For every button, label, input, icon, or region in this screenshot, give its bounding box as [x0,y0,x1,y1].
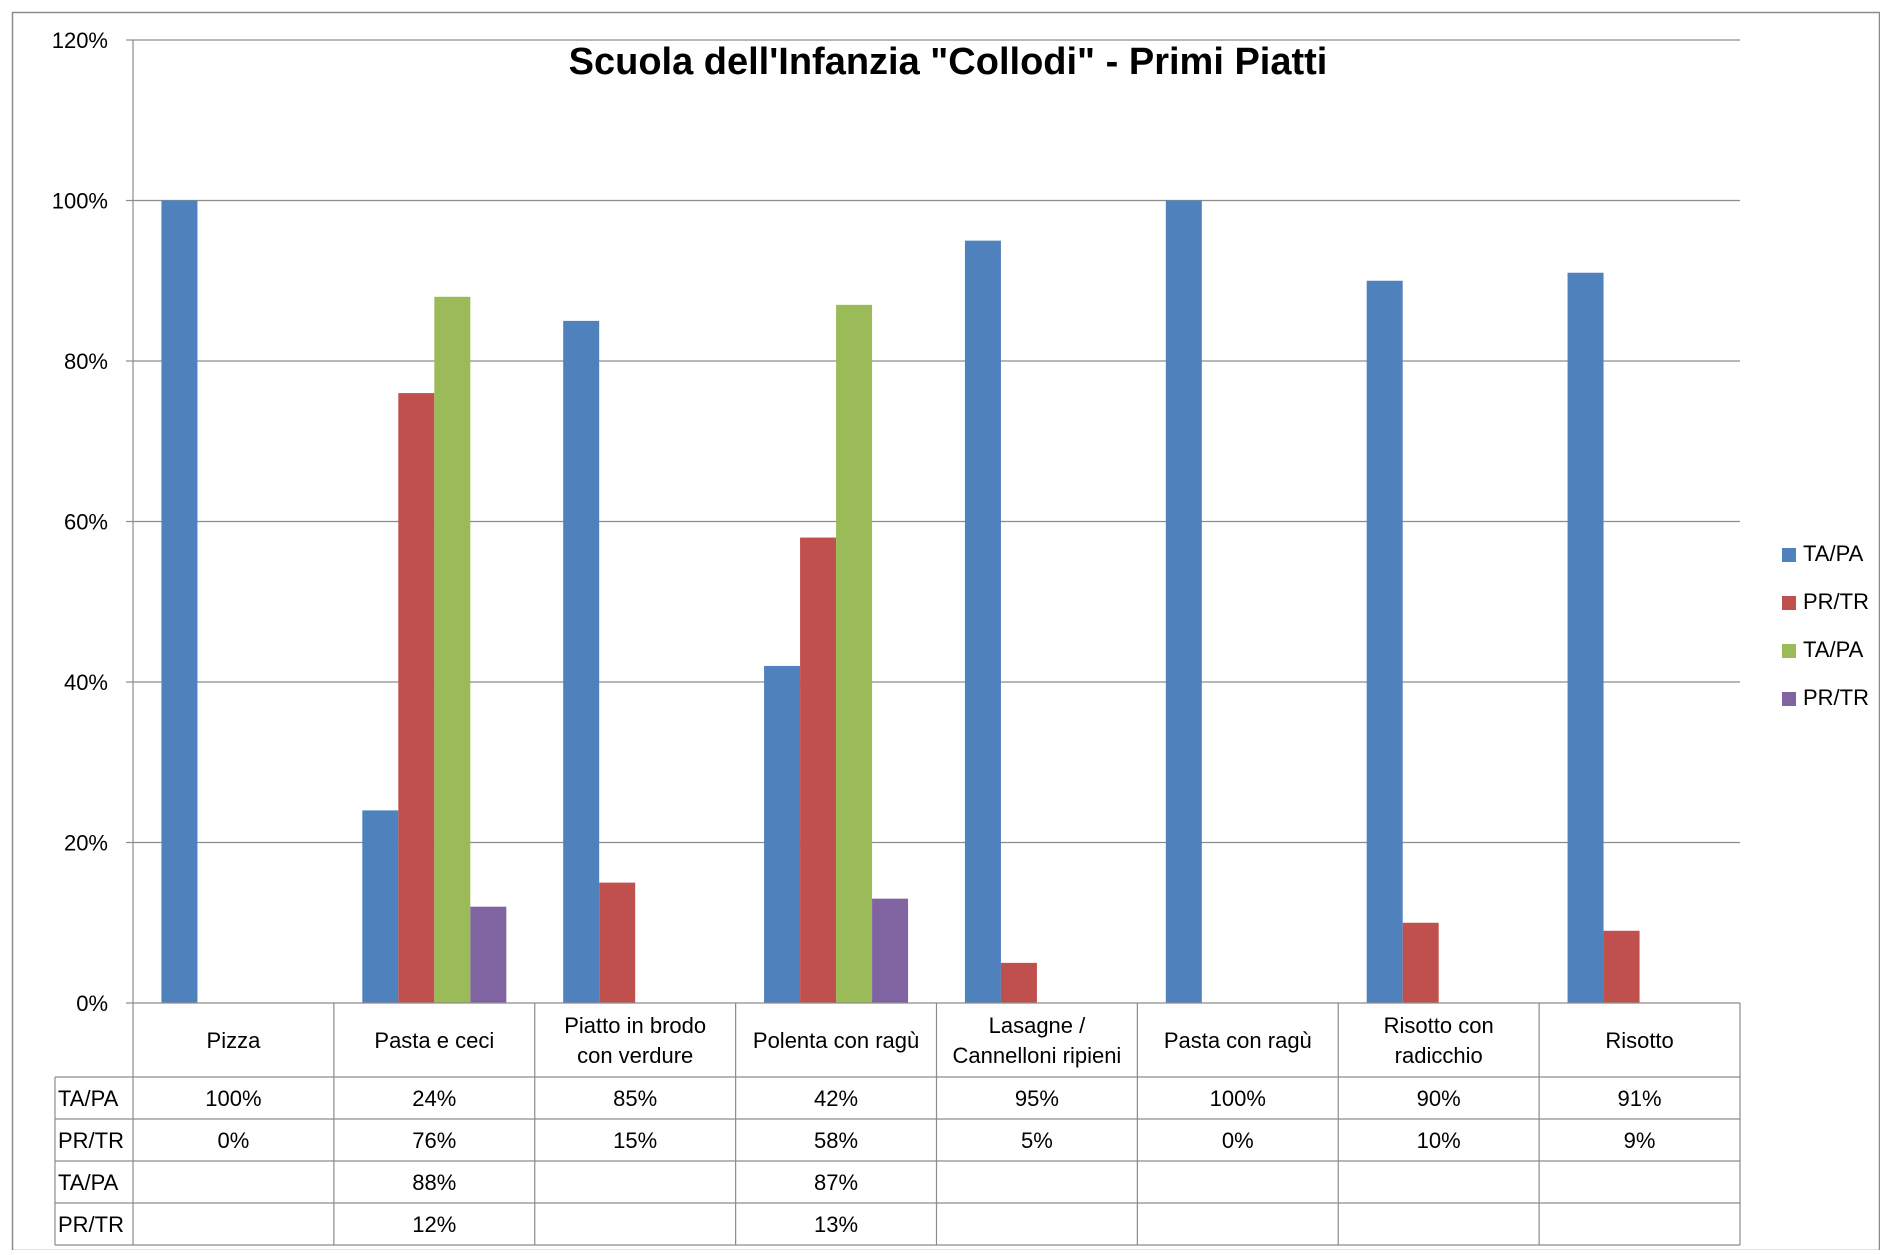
bar [1567,272,1604,1004]
data-label: 85% [613,1086,657,1111]
bar [599,882,636,1003]
x-tick-label: radicchio [1395,1043,1483,1068]
x-tick-label: Cannelloni ripieni [953,1043,1122,1068]
x-tick-label: Risotto con [1384,1013,1494,1038]
legend-entry: PR/TR [1803,589,1869,614]
data-label: 0% [1222,1128,1254,1153]
bar [1603,930,1640,1003]
table-series-name: PR/TR [58,1128,124,1153]
data-label: 5% [1021,1128,1053,1153]
x-tick-label: Pasta e ceci [374,1028,494,1053]
bar [964,240,1001,1003]
table-series-name: TA/PA [58,1086,119,1111]
bar [764,665,801,1003]
data-label: 12% [412,1212,456,1237]
data-label: 42% [814,1086,858,1111]
legend-entry: TA/PA [1803,541,1864,566]
y-tick-label: 60% [64,510,108,535]
data-label: 13% [814,1212,858,1237]
y-tick-label: 120% [52,28,108,53]
data-table: Pizza Pasta e ceci Piatto in brodo con verd… [54,1002,1741,1246]
legend-swatch [1782,644,1796,658]
data-label: 15% [613,1128,657,1153]
bar [470,906,507,1003]
data-label: 95% [1015,1086,1059,1111]
legend-swatch [1782,548,1796,562]
y-tick-label: 80% [64,349,108,374]
bar [1000,962,1037,1003]
bar [161,200,198,1003]
data-label: 58% [814,1128,858,1153]
legend-swatch [1782,692,1796,706]
bar [800,537,837,1003]
bar [563,320,600,1003]
bar [362,810,399,1003]
data-label: 9% [1624,1128,1656,1153]
data-label: 88% [412,1170,456,1195]
x-tick-label: Lasagne / [989,1013,1087,1038]
bar [398,393,435,1004]
legend: TA/PA PR/TR TA/PA PR/TR [1782,541,1869,710]
x-tick-label: Pasta con ragù [1164,1028,1312,1053]
bar [1366,280,1403,1003]
y-tick-label: 100% [52,189,108,214]
data-label: 90% [1417,1086,1461,1111]
legend-swatch [1782,596,1796,610]
data-label: 76% [412,1128,456,1153]
bar [872,898,909,1003]
x-tick-label: Polenta con ragù [753,1028,919,1053]
data-label: 24% [412,1086,456,1111]
chart-title: Scuola dell'Infanzia "Collodi" - Primi P… [569,41,1328,83]
y-tick-label: 0% [76,991,108,1016]
data-label: 100% [1210,1086,1266,1111]
x-tick-label: con verdure [577,1043,693,1068]
data-label: 91% [1618,1086,1662,1111]
bar [836,304,873,1003]
legend-entry: PR/TR [1803,685,1869,710]
data-label: 87% [814,1170,858,1195]
data-label: 0% [218,1128,250,1153]
legend-entry: TA/PA [1803,637,1864,662]
x-tick-label: Risotto [1605,1028,1673,1053]
axes: 0% 20% 40% 60% 80% 100% 120% [52,28,134,1016]
x-tick-label: Pizza [207,1028,262,1053]
table-series-name: PR/TR [58,1212,124,1237]
data-label: 100% [205,1086,261,1111]
bars [161,200,1640,1004]
y-tick-label: 20% [64,831,108,856]
y-tick-label: 40% [64,670,108,695]
x-tick-label: Piatto in brodo [564,1013,706,1038]
data-label: 10% [1417,1128,1461,1153]
table-series-name: TA/PA [58,1170,119,1195]
bar [434,296,471,1003]
bar [1165,200,1202,1003]
bar [1402,922,1439,1003]
